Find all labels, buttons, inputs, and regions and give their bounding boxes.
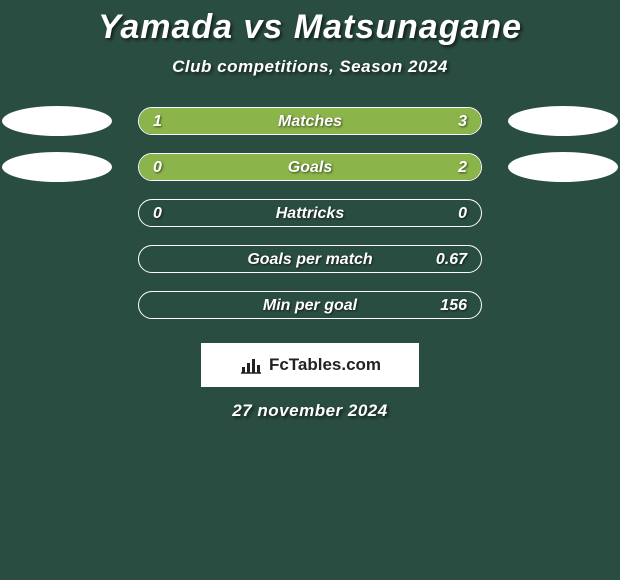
player-left-oval: [2, 152, 112, 182]
stat-label: Min per goal: [139, 292, 481, 319]
stat-bar: 156Min per goal: [138, 291, 482, 319]
player-left-oval: [2, 106, 112, 136]
comparison-widget: Yamada vs Matsunagane Club competitions,…: [0, 0, 620, 421]
stat-label: Matches: [139, 108, 481, 135]
stat-bar: 0.67Goals per match: [138, 245, 482, 273]
bars-icon: [239, 355, 263, 375]
stat-bar: 00Hattricks: [138, 199, 482, 227]
player-right-oval: [508, 152, 618, 182]
logo-text: FcTables.com: [269, 355, 381, 375]
stat-rows: 13Matches 02Goals 00Hattricks 0.67Goals per…: [0, 107, 620, 319]
stat-label: Goals per match: [139, 246, 481, 273]
logo-badge[interactable]: FcTables.com: [201, 343, 419, 387]
page-title: Yamada vs Matsunagane: [0, 8, 620, 47]
stat-label: Hattricks: [139, 200, 481, 227]
stat-label: Goals: [139, 154, 481, 181]
player-right-oval: [508, 106, 618, 136]
stat-bar: 13Matches: [138, 107, 482, 135]
stat-bar: 02Goals: [138, 153, 482, 181]
stat-row: 0.67Goals per match: [0, 245, 620, 273]
stat-row: 00Hattricks: [0, 199, 620, 227]
stat-row: 02Goals: [0, 153, 620, 181]
subtitle: Club competitions, Season 2024: [0, 57, 620, 77]
stat-row: 13Matches: [0, 107, 620, 135]
stat-row: 156Min per goal: [0, 291, 620, 319]
date-label: 27 november 2024: [0, 401, 620, 421]
